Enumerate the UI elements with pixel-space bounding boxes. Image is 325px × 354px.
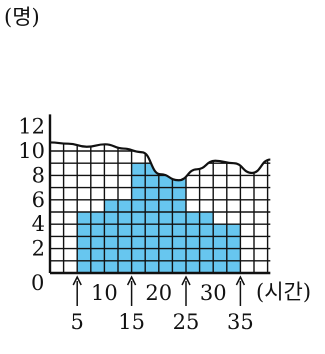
y-tick-label: 2 (32, 237, 45, 261)
break-line (49, 141, 271, 182)
x-tick-label-lower: 5 (71, 310, 84, 334)
x-tick-label-lower: 35 (227, 310, 254, 334)
x-tick-label-lower: 15 (118, 310, 145, 334)
axis-layer (48, 114, 271, 306)
y-tick-label: 12 (18, 115, 45, 139)
y-tick-label: 6 (32, 188, 45, 212)
x-tick-label-upper: 30 (200, 281, 227, 305)
x-tick-arrowhead (181, 275, 191, 286)
x-tick-arrowhead (126, 275, 137, 286)
x-tick-label-upper: 20 (145, 281, 172, 305)
origin-label: 0 (31, 271, 44, 295)
y-axis-label: (명) (4, 5, 40, 29)
x-axis-label: (시간) (256, 280, 311, 304)
break-mask (50, 111, 277, 181)
x-tick-label-lower: 25 (173, 310, 200, 334)
x-tick-label-upper: 10 (91, 281, 118, 305)
y-tick-label: 10 (18, 139, 45, 163)
y-tick-label: 4 (32, 212, 45, 236)
y-tick-label: 8 (32, 163, 45, 187)
x-tick-arrowhead (72, 275, 82, 286)
x-tick-arrowhead (235, 275, 246, 286)
mask-layer (49, 111, 277, 182)
